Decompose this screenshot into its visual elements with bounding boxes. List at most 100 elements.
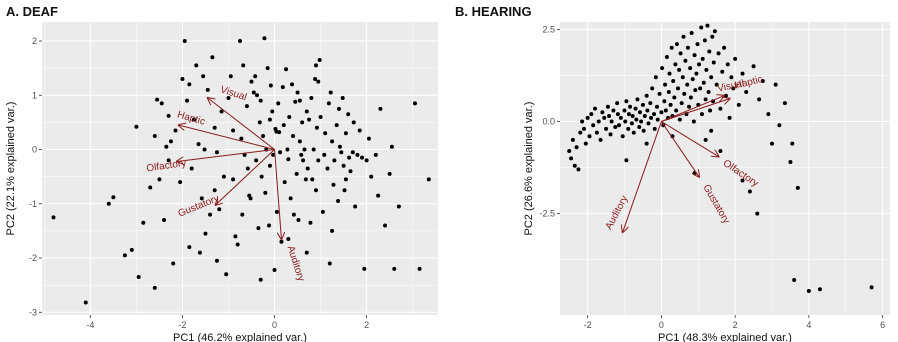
data-point (662, 99, 666, 103)
data-point (208, 213, 212, 217)
y-tick-label: -2.5 (539, 209, 555, 219)
data-point (213, 188, 217, 192)
data-point (680, 101, 684, 105)
data-point (369, 175, 373, 179)
data-point (167, 114, 171, 118)
x-tick-label: 6 (880, 320, 885, 330)
data-point (606, 105, 610, 109)
data-point (190, 167, 194, 171)
data-point (697, 62, 701, 66)
data-point (307, 118, 311, 122)
data-point (703, 38, 707, 42)
y-tick-label: 2 (32, 36, 37, 46)
y-tick-label: -3 (29, 307, 37, 317)
data-point (352, 120, 356, 124)
data-point (308, 221, 312, 225)
data-point (645, 108, 649, 112)
data-point (623, 120, 627, 124)
data-point (322, 153, 326, 157)
data-point (278, 150, 282, 154)
y-tick-label: -1 (29, 199, 37, 209)
data-point (413, 101, 417, 105)
data-point (160, 101, 164, 105)
data-point (295, 172, 299, 176)
data-point (269, 83, 273, 87)
data-point (770, 142, 774, 146)
data-point (586, 116, 590, 120)
data-point (707, 49, 711, 53)
data-point (360, 156, 364, 160)
data-point (613, 125, 617, 129)
data-point (344, 177, 348, 181)
data-point (418, 267, 422, 271)
data-point (654, 75, 658, 79)
data-point (659, 110, 663, 114)
y-tick-label: 0 (32, 145, 37, 155)
data-point (783, 101, 787, 105)
data-point (689, 96, 693, 100)
data-point (321, 210, 325, 214)
data-point (674, 108, 678, 112)
data-point (628, 105, 632, 109)
data-point (259, 278, 263, 282)
data-point (365, 158, 369, 162)
x-tick-label: 2 (733, 320, 738, 330)
data-point (130, 248, 134, 252)
data-point (185, 99, 189, 103)
data-point (310, 177, 314, 181)
data-point (258, 120, 262, 124)
data-point (328, 261, 332, 265)
data-point (796, 186, 800, 190)
data-point (645, 94, 649, 98)
data-point (737, 103, 741, 107)
data-point (262, 36, 266, 40)
data-point (137, 275, 141, 279)
data-point (276, 101, 280, 105)
data-point (239, 137, 243, 141)
data-point (610, 120, 614, 124)
data-point (724, 94, 728, 98)
data-point (299, 153, 303, 157)
x-tick-label: -2 (584, 320, 592, 330)
y-tick-label: 1 (32, 90, 37, 100)
data-point (607, 114, 611, 118)
data-point (584, 142, 588, 146)
data-point (241, 63, 245, 67)
data-point (676, 86, 680, 90)
data-point (157, 177, 161, 181)
data-point (600, 110, 604, 114)
data-point (626, 127, 630, 131)
data-point (162, 218, 166, 222)
data-point (641, 103, 645, 107)
data-point (664, 108, 668, 112)
data-point (287, 115, 291, 119)
data-point (709, 129, 713, 133)
data-point (315, 126, 319, 130)
data-point (616, 112, 620, 116)
data-point (748, 190, 752, 194)
data-point (694, 72, 698, 76)
data-point (213, 126, 217, 130)
data-point (701, 57, 705, 61)
data-point (246, 167, 250, 171)
data-point (341, 96, 345, 100)
data-point (870, 285, 874, 289)
data-point (250, 80, 254, 84)
data-point (374, 153, 378, 157)
data-point (630, 121, 634, 125)
data-point (688, 66, 692, 70)
data-point (291, 134, 295, 138)
data-point (602, 116, 606, 120)
data-point (206, 88, 210, 92)
data-point (233, 234, 237, 238)
data-point (215, 259, 219, 263)
data-point (286, 157, 290, 161)
data-point (668, 72, 672, 76)
y-tick-label: -2 (29, 253, 37, 263)
data-point (231, 177, 235, 181)
data-point (635, 97, 639, 101)
data-point (757, 97, 761, 101)
data-point (675, 42, 679, 46)
data-point (84, 301, 88, 305)
data-point (611, 108, 615, 112)
